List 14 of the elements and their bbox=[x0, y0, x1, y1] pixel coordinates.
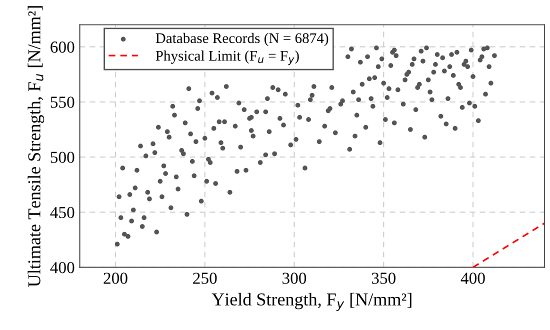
y-tick-label: 550 bbox=[50, 96, 74, 108]
x-tick-label: 300 bbox=[282, 272, 306, 284]
y-tick-label: 400 bbox=[50, 262, 74, 274]
legend-label: Database Records (N = 6874) bbox=[156, 32, 328, 46]
x-tick-label: 200 bbox=[104, 272, 128, 284]
legend-label: Physical Limit (F$_{u}$ = F$_{y}$) bbox=[156, 50, 299, 66]
x-tick-label: 350 bbox=[372, 272, 396, 284]
y-tick-label: 500 bbox=[50, 152, 74, 163]
y-axis-title: Ultimate Tensile Strength, F$_{u}$ [N/mm²] bbox=[28, 6, 44, 287]
y-tick-label: 600 bbox=[50, 42, 74, 53]
y-tick-label: 450 bbox=[50, 206, 74, 218]
x-tick-label: 400 bbox=[460, 272, 485, 284]
x-tick-label: 250 bbox=[193, 272, 217, 284]
x-axis-title: Yield Strength, F$_{y}$ [N/mm²] bbox=[212, 292, 412, 311]
